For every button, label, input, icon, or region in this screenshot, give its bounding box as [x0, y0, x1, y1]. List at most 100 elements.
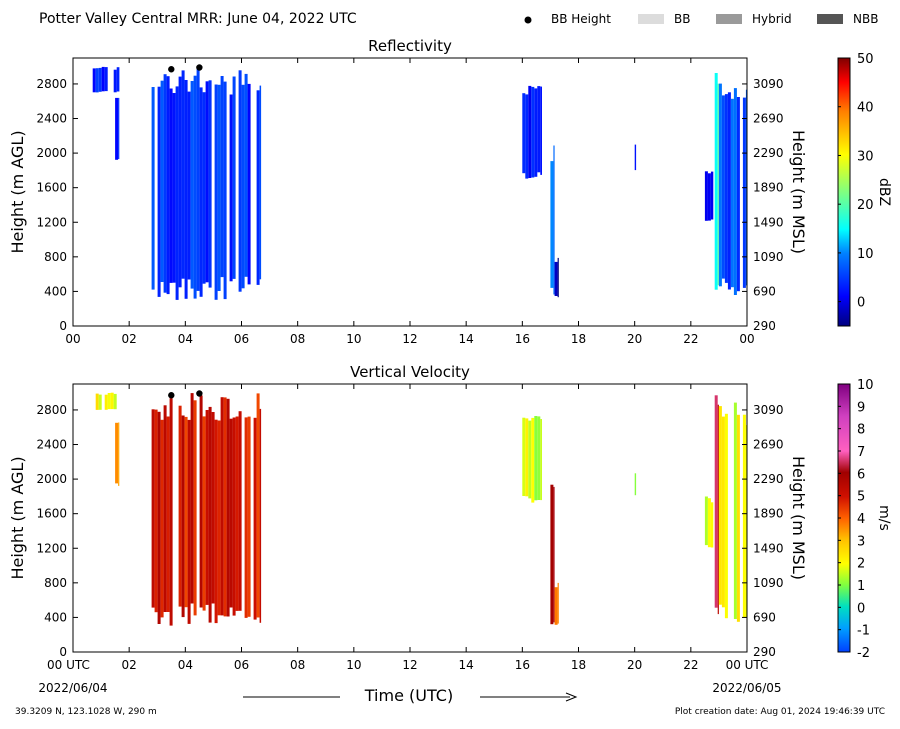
echo-column	[187, 91, 191, 280]
echo-column	[190, 393, 194, 604]
y-tick-label: 2000	[36, 146, 67, 160]
echo-column	[229, 418, 233, 608]
echo-column	[98, 67, 102, 92]
echo-column	[104, 67, 108, 92]
echo-column	[721, 416, 725, 608]
x-tick-label: 12	[402, 658, 417, 672]
echo-column	[157, 411, 161, 624]
echo-column	[244, 73, 248, 277]
x-tick-label: 02	[122, 658, 137, 672]
y-axis-title: Height (m AGL)	[8, 456, 27, 579]
echo-column	[717, 83, 719, 286]
echo-column	[241, 84, 245, 289]
y-tick-label: 0	[59, 645, 67, 659]
y-tick-right-label: 2290	[753, 146, 784, 160]
legend-label: NBB	[853, 12, 878, 26]
bb-height-point	[168, 392, 175, 399]
y-tick-right-label: 2690	[753, 438, 784, 452]
y-axis-right-title: Height (m MSL)	[789, 130, 808, 254]
y-tick-right-label: 1890	[753, 507, 784, 521]
colorbar-label: dBZ	[876, 178, 892, 206]
y-tick-right-label: 2690	[753, 112, 784, 126]
start-date-label: 2022/06/04	[38, 681, 107, 695]
x-tick-label: 14	[459, 658, 474, 672]
echo-column	[247, 416, 251, 617]
echo-column	[205, 81, 209, 283]
echo-column	[208, 80, 212, 288]
echo-column	[742, 414, 746, 618]
echo-column	[550, 161, 554, 288]
colorbar-tick-label: 7	[857, 445, 865, 460]
echo-column	[736, 414, 740, 622]
echo-column	[733, 402, 737, 619]
colorbar-tick-label: 20	[857, 198, 874, 213]
echo-column	[199, 87, 203, 297]
echo-column	[95, 68, 99, 93]
echo-column	[537, 416, 541, 500]
y-tick-right-label: 3090	[753, 403, 784, 417]
echo-column	[247, 83, 251, 285]
echo-column	[169, 398, 173, 626]
echo-column	[163, 405, 167, 612]
echo-column	[229, 94, 233, 282]
echo-column	[745, 425, 747, 617]
y-tick-label: 800	[44, 576, 67, 590]
bb-height-point	[168, 66, 175, 73]
panel-title: Vertical Velocity	[350, 363, 470, 381]
legend-swatch	[817, 14, 843, 24]
legend-label: BB Height	[551, 12, 611, 26]
echo-column	[208, 406, 212, 623]
y-axis-title: Height (m AGL)	[8, 130, 27, 253]
x-tick-label: 06	[234, 658, 249, 672]
station-coords: 39.3209 N, 123.1028 W, 290 m	[15, 707, 157, 717]
y-tick-label: 2000	[36, 472, 67, 486]
echo-column	[256, 393, 260, 618]
echo-column	[727, 92, 731, 290]
y-tick-label: 1200	[36, 541, 67, 555]
echo-column	[724, 94, 728, 283]
echo-column	[525, 94, 529, 179]
x-tick-label: 22	[683, 658, 698, 672]
echo-column	[151, 87, 155, 290]
echo-column	[531, 86, 535, 178]
echo-column	[172, 93, 176, 283]
echo-column	[634, 144, 637, 171]
y-tick-label: 2800	[36, 403, 67, 417]
y-tick-right-label: 290	[753, 319, 776, 333]
echo-column	[531, 417, 535, 503]
echo-column	[634, 473, 637, 496]
x-tick-label: 08	[290, 658, 305, 672]
echo-column	[525, 418, 529, 497]
echo-column	[163, 74, 167, 293]
echo-column	[522, 93, 526, 174]
legend-label: BB	[674, 12, 690, 26]
panel-title: Reflectivity	[368, 37, 452, 55]
y-tick-right-label: 1090	[753, 576, 784, 590]
echo-column	[721, 95, 725, 279]
colorbar-tick-label: 6	[857, 467, 865, 482]
x-tick-label: 00	[739, 332, 754, 346]
echo-column	[718, 83, 722, 287]
x-tick-label: 00 UTC	[726, 658, 769, 672]
echo-column	[181, 415, 185, 618]
echo-column	[202, 416, 206, 611]
echo-column	[190, 81, 194, 289]
echo-column	[714, 73, 718, 290]
echo-column	[187, 419, 191, 624]
colorbar-tick-label: 50	[857, 52, 874, 67]
echo-column	[95, 393, 99, 410]
echo-column	[253, 417, 257, 620]
echo-column	[184, 80, 188, 299]
time-arrow-head	[565, 692, 578, 702]
echo-column	[554, 587, 558, 625]
echo-column	[223, 81, 227, 300]
echo-column	[235, 416, 239, 611]
colorbar-tick-label: 40	[857, 101, 874, 116]
plot-area	[73, 384, 747, 652]
colorbar-tick-label: 0	[857, 296, 865, 311]
colorbar-tick-label: 10	[857, 378, 874, 393]
echo-column	[160, 80, 164, 282]
y-tick-right-label: 2290	[753, 472, 784, 486]
